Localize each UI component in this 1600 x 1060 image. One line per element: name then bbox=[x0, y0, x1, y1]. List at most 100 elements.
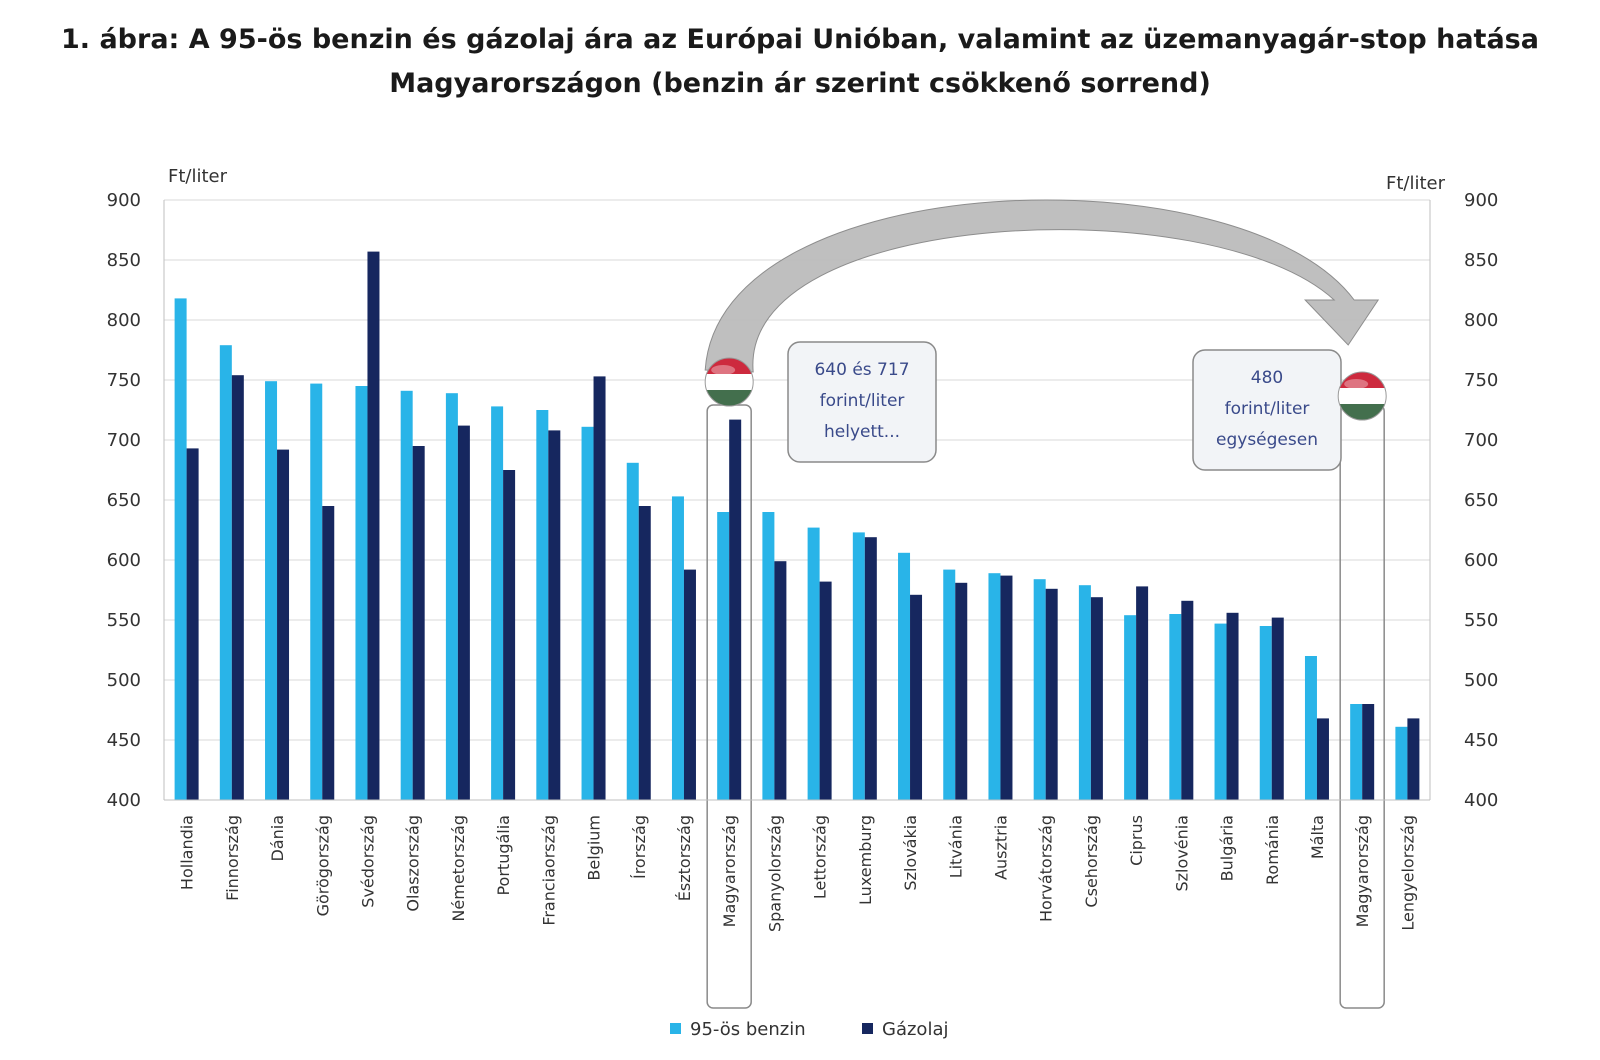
bar-benzin bbox=[1214, 623, 1227, 800]
bar-gazolaj bbox=[1136, 586, 1149, 800]
y-tick-label-left: 800 bbox=[107, 310, 141, 331]
x-tick-label: Dánia bbox=[268, 815, 287, 862]
bar-gazolaj bbox=[729, 419, 742, 800]
x-tick-label: Portugália bbox=[494, 815, 513, 896]
bar-benzin bbox=[491, 406, 504, 800]
flags bbox=[704, 357, 1387, 421]
bar-gazolaj bbox=[1316, 718, 1329, 800]
callout-box bbox=[1192, 349, 1342, 471]
x-tick-label: Luxemburg bbox=[856, 815, 875, 905]
bar-benzin bbox=[852, 532, 865, 800]
bar-gazolaj bbox=[1362, 704, 1375, 800]
y-tick-label-right: 700 bbox=[1464, 430, 1498, 451]
bar-gazolaj bbox=[593, 376, 606, 800]
x-tick-label: Spanyolország bbox=[765, 815, 784, 932]
bar-gazolaj bbox=[186, 448, 199, 800]
bar-benzin bbox=[581, 426, 594, 800]
y-tick-label-left: 650 bbox=[107, 490, 141, 511]
callout-text-line: egységesen bbox=[1216, 430, 1318, 450]
y-axis-unit-right: Ft/liter bbox=[1386, 173, 1446, 194]
bar-gazolaj bbox=[638, 506, 651, 800]
flag-gloss bbox=[711, 365, 736, 375]
y-tick-label-right: 400 bbox=[1464, 790, 1498, 811]
bar-benzin bbox=[626, 462, 639, 800]
x-tick-label: Magyarország bbox=[720, 815, 739, 927]
x-tick-label: Szlovénia bbox=[1172, 815, 1191, 892]
flag-border bbox=[1337, 371, 1387, 421]
bar-gazolaj bbox=[322, 506, 335, 800]
y-tick-label-left: 900 bbox=[107, 190, 141, 211]
hungary-flag-icon bbox=[705, 358, 754, 406]
x-tick-label: Málta bbox=[1308, 815, 1327, 859]
x-tick-label: Németország bbox=[449, 815, 468, 922]
flag-border bbox=[704, 357, 754, 407]
x-tick-label: Finnország bbox=[223, 815, 242, 901]
bar-gazolaj bbox=[1181, 600, 1194, 800]
x-tick-label: Ausztria bbox=[991, 815, 1010, 880]
y-tick-label-right: 850 bbox=[1464, 250, 1498, 271]
x-tick-label: Észtország bbox=[675, 815, 694, 901]
x-tick-label: Írország bbox=[630, 815, 649, 879]
bar-gazolaj bbox=[1407, 718, 1420, 800]
chart-title-line-2: Magyarországon (benzin ár szerint csökke… bbox=[389, 68, 1211, 99]
x-tick-label: Szlovákia bbox=[901, 815, 920, 891]
bar-benzin bbox=[898, 552, 911, 800]
y-tick-label-left: 500 bbox=[107, 670, 141, 691]
bar-gazolaj bbox=[503, 470, 516, 800]
x-tick-label: Ciprus bbox=[1127, 815, 1146, 866]
chart-title: 1. ábra: A 95-ös benzin és gázolaj ára a… bbox=[0, 18, 1600, 106]
callout-text-line: forint/liter bbox=[820, 391, 905, 411]
bar-benzin bbox=[1078, 585, 1091, 800]
x-tick-label: Görögország bbox=[313, 815, 332, 916]
bar-benzin bbox=[1124, 615, 1137, 800]
bar-benzin bbox=[807, 527, 820, 800]
bar-gazolaj bbox=[277, 449, 290, 800]
bar-benzin bbox=[400, 390, 413, 800]
bar-benzin bbox=[1350, 704, 1363, 800]
bar-gazolaj bbox=[1226, 612, 1239, 800]
y-tick-label-left: 850 bbox=[107, 250, 141, 271]
bar-gazolaj bbox=[1271, 617, 1284, 800]
bar-gazolaj bbox=[819, 581, 832, 800]
bar-gazolaj bbox=[1000, 575, 1013, 800]
bar-benzin bbox=[174, 298, 187, 800]
bars bbox=[174, 251, 1420, 801]
bar-benzin bbox=[1033, 579, 1046, 800]
bar-benzin bbox=[1169, 614, 1182, 800]
y-axis-unit-left: Ft/liter bbox=[168, 166, 228, 187]
bar-benzin bbox=[219, 345, 232, 800]
y-tick-label-right: 900 bbox=[1464, 190, 1498, 211]
flag-gloss bbox=[1344, 379, 1369, 389]
bar-benzin bbox=[762, 512, 775, 800]
x-tick-label: Svédország bbox=[358, 815, 377, 908]
y-tick-label-right: 500 bbox=[1464, 670, 1498, 691]
y-tick-label-right: 650 bbox=[1464, 490, 1498, 511]
y-tick-label-right: 750 bbox=[1464, 370, 1498, 391]
bar-gazolaj bbox=[910, 594, 923, 800]
y-tick-label-left: 550 bbox=[107, 610, 141, 631]
bar-benzin bbox=[943, 569, 956, 800]
curved-arrow bbox=[704, 199, 1380, 373]
hungary-flag-icon bbox=[1338, 372, 1387, 420]
x-tick-label: Hollandia bbox=[178, 815, 197, 890]
bar-benzin bbox=[1304, 656, 1317, 800]
legend: 95-ös benzin Gázolaj bbox=[670, 1019, 948, 1040]
legend-swatch-benzin bbox=[670, 1023, 681, 1034]
bar-benzin bbox=[355, 386, 368, 800]
x-tick-label: Magyarország bbox=[1353, 815, 1372, 927]
bar-benzin bbox=[265, 381, 278, 800]
callout-text-line: 480 bbox=[1251, 368, 1283, 388]
curved-arrow-shape bbox=[704, 199, 1380, 373]
x-tick-label: Franciaország bbox=[539, 815, 558, 926]
bar-benzin bbox=[445, 393, 458, 800]
x-tick-label: Csehország bbox=[1082, 815, 1101, 908]
bar-benzin bbox=[988, 573, 1001, 800]
legend-label-benzin: 95-ös benzin bbox=[690, 1019, 806, 1040]
y-tick-label-right: 600 bbox=[1464, 550, 1498, 571]
y-tick-label-right: 450 bbox=[1464, 730, 1498, 751]
chart-title-line-1: 1. ábra: A 95-ös benzin és gázolaj ára a… bbox=[61, 24, 1539, 55]
bar-benzin bbox=[717, 512, 730, 800]
x-tick-label: Románia bbox=[1263, 815, 1282, 885]
bar-gazolaj bbox=[231, 375, 244, 800]
y-tick-label-left: 750 bbox=[107, 370, 141, 391]
